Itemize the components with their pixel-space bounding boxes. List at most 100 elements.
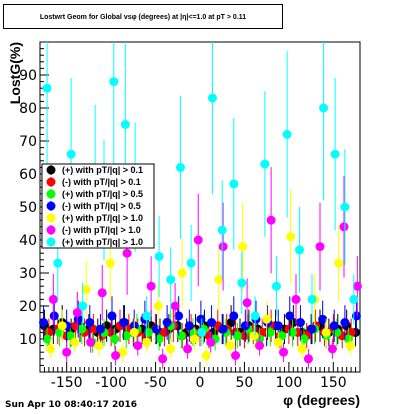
legend-label: (+) with pT/|q| > 1.0 bbox=[62, 213, 143, 223]
timestamp-footer: Sun Apr 10 08:40:17 2016 bbox=[5, 400, 138, 410]
x-tick-label: -150 bbox=[51, 375, 83, 391]
legend-label: (+) with pT/|q| > 0.1 bbox=[62, 165, 143, 175]
data-point bbox=[190, 334, 200, 344]
data-point bbox=[94, 341, 104, 351]
data-point bbox=[158, 354, 168, 364]
y-tick-label: 30 bbox=[19, 266, 37, 282]
x-tick-label: 0 bbox=[196, 375, 205, 391]
data-point bbox=[345, 341, 355, 351]
legend-marker bbox=[46, 201, 56, 211]
data-point bbox=[95, 324, 105, 334]
data-point bbox=[327, 344, 337, 354]
data-point bbox=[109, 77, 119, 87]
data-point bbox=[196, 314, 206, 324]
data-point bbox=[214, 275, 224, 285]
data-point bbox=[352, 281, 362, 291]
data-point bbox=[260, 159, 270, 169]
y-tick-label: 10 bbox=[19, 332, 37, 348]
data-point bbox=[154, 252, 164, 261]
data-point bbox=[176, 331, 186, 341]
data-point bbox=[299, 334, 309, 344]
data-point bbox=[340, 202, 350, 212]
data-point bbox=[107, 311, 117, 321]
y-tick-label: 80 bbox=[19, 101, 37, 117]
data-point bbox=[286, 232, 296, 242]
data-point bbox=[53, 258, 63, 268]
legend-marker bbox=[46, 177, 56, 187]
data-point bbox=[242, 298, 252, 308]
data-point bbox=[334, 258, 344, 268]
data-point bbox=[142, 311, 152, 321]
x-axis-label: φ (degrees) bbox=[283, 392, 360, 408]
data-point bbox=[250, 311, 260, 321]
data-point bbox=[183, 344, 193, 354]
data-point bbox=[321, 327, 331, 337]
legend-marker bbox=[46, 237, 56, 247]
data-point bbox=[66, 149, 76, 159]
data-point bbox=[295, 245, 305, 255]
data-point bbox=[174, 311, 184, 321]
data-point bbox=[143, 327, 153, 337]
data-point bbox=[166, 344, 176, 354]
data-point bbox=[186, 258, 196, 268]
data-point bbox=[81, 285, 91, 294]
data-point bbox=[287, 327, 297, 337]
series-5 bbox=[48, 167, 362, 369]
legend-marker bbox=[46, 189, 56, 199]
data-point bbox=[229, 179, 239, 189]
legend-marker bbox=[46, 225, 56, 235]
data-point bbox=[151, 324, 161, 334]
data-point bbox=[193, 235, 203, 245]
data-point bbox=[339, 222, 349, 232]
data-point bbox=[175, 162, 185, 172]
data-point bbox=[142, 337, 152, 347]
data-point bbox=[121, 331, 131, 341]
data-point bbox=[105, 258, 115, 268]
data-point bbox=[39, 318, 49, 327]
data-point bbox=[85, 318, 95, 327]
data-point bbox=[170, 301, 180, 311]
data-point bbox=[42, 334, 52, 344]
data-point bbox=[154, 334, 164, 344]
data-point bbox=[78, 301, 88, 311]
y-tick-label: 90 bbox=[19, 68, 37, 84]
legend-label: (+) with pT/|q| > 1.0 bbox=[62, 237, 143, 247]
y-tick-label: 40 bbox=[19, 233, 37, 249]
data-point bbox=[122, 248, 132, 258]
data-point bbox=[110, 334, 120, 344]
data-point bbox=[232, 331, 242, 341]
data-point bbox=[120, 120, 130, 129]
data-point bbox=[49, 311, 59, 321]
legend-marker bbox=[46, 213, 56, 223]
x-tick-label: 50 bbox=[236, 375, 254, 391]
series-4 bbox=[46, 189, 355, 366]
data-point bbox=[271, 281, 281, 291]
data-point bbox=[255, 341, 265, 351]
data-point bbox=[177, 268, 187, 278]
data-point bbox=[162, 318, 172, 327]
legend-marker bbox=[46, 165, 56, 175]
data-point bbox=[273, 321, 283, 331]
x-axis: -150 -100 -50 0 50 100 150 bbox=[43, 362, 357, 391]
data-point bbox=[62, 347, 72, 357]
data-marks bbox=[39, 42, 362, 369]
data-point bbox=[42, 83, 52, 93]
x-tick-label: -50 bbox=[144, 375, 167, 391]
data-point bbox=[153, 301, 163, 311]
x-tick-label: 150 bbox=[320, 375, 347, 391]
data-point bbox=[282, 129, 292, 139]
data-point bbox=[330, 149, 340, 159]
data-point bbox=[329, 321, 339, 331]
data-point bbox=[86, 337, 96, 347]
data-point bbox=[318, 314, 328, 324]
data-point bbox=[118, 347, 128, 357]
data-point bbox=[351, 311, 361, 321]
legend-label: (-) with pT/|q| > 1.0 bbox=[62, 225, 141, 235]
data-point bbox=[207, 93, 217, 103]
data-point bbox=[295, 318, 305, 327]
data-point bbox=[218, 324, 228, 334]
data-point bbox=[46, 344, 56, 354]
data-point bbox=[207, 318, 217, 327]
data-point bbox=[266, 215, 276, 225]
